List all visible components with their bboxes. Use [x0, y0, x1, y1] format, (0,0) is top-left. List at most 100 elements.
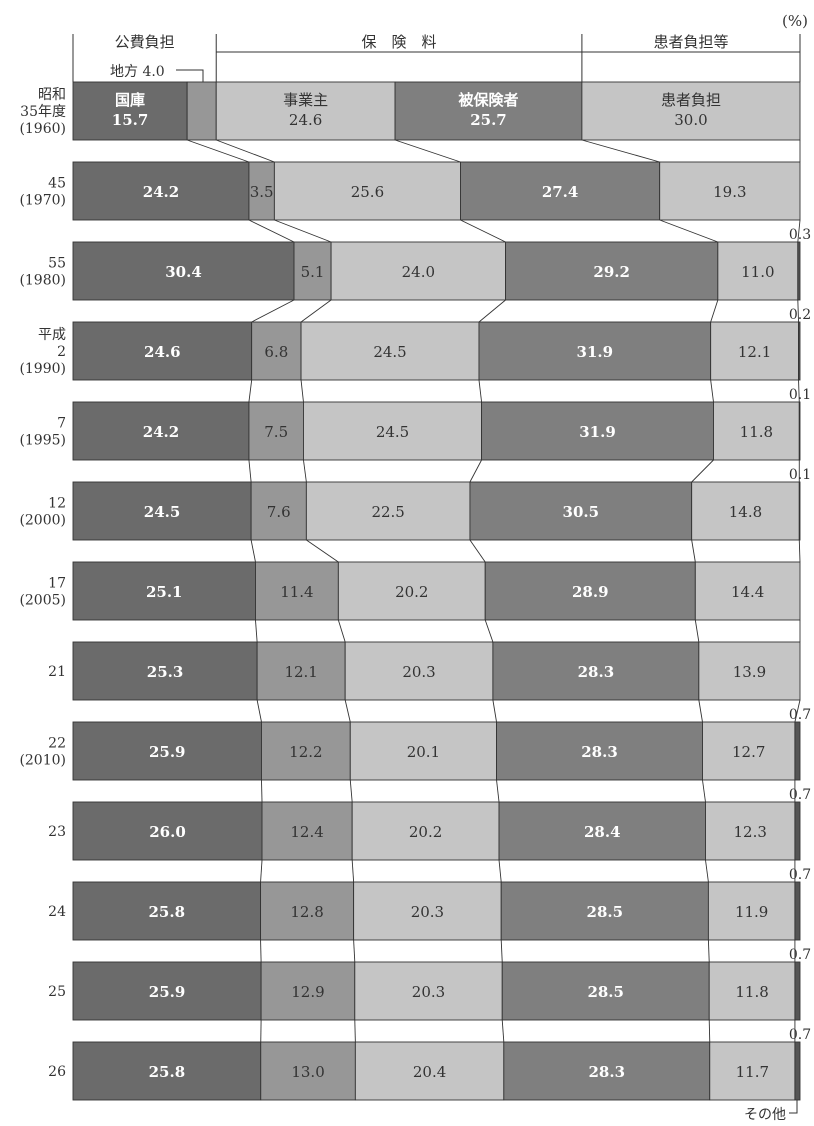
segment-value-label: 30.5	[563, 503, 600, 521]
bar-segment-chiho	[255, 561, 339, 621]
bar-segment-chiho	[248, 161, 275, 221]
bars: 国庫 15.7 事業主 24.6 被保険者 25.7 患者負担 30.0 24.2 3.5 25.6…	[72, 81, 801, 1101]
connector-line	[496, 779, 500, 803]
bar-segment-hihokensha	[505, 241, 719, 301]
bar-segment-jigyonushi	[354, 961, 503, 1021]
segment-value-label: 20.3	[402, 663, 435, 681]
bar-segment-hihokensha	[503, 1041, 711, 1101]
bar-segment-kanja	[709, 1041, 796, 1101]
bar-segment-sonota	[794, 961, 801, 1021]
bar-segment-sonota	[794, 801, 801, 861]
connector-line	[691, 539, 696, 563]
segment-value-label: 12.4	[290, 823, 323, 841]
header-group-label: 公費負担	[115, 33, 175, 51]
connector-line	[216, 139, 275, 163]
row-label: 35年度	[20, 104, 66, 120]
segment-value-label: 6.8	[264, 343, 288, 361]
connector-line	[694, 619, 700, 643]
segment-value-label: 19.3	[713, 183, 746, 201]
connector-line	[705, 859, 709, 883]
row-label: 平成	[38, 327, 66, 343]
bar-segment-chiho	[260, 961, 356, 1021]
connector-line	[351, 859, 355, 883]
bar-segment-hihokensha	[469, 481, 693, 541]
bar-segment-chiho	[261, 721, 351, 781]
bar-segment-jigyonushi	[215, 81, 396, 141]
bar-segment-kanja	[698, 641, 801, 701]
connector-line	[394, 139, 461, 163]
bar-segment-chiho	[260, 1041, 356, 1101]
bar-segment-kanja	[581, 81, 801, 141]
row-label: 26	[48, 1064, 66, 1080]
connector-line	[303, 459, 307, 483]
connector-line	[707, 939, 710, 963]
other-share-label: 0.2	[789, 307, 811, 323]
segment-value-label: 27.4	[542, 183, 579, 201]
connector-line	[300, 379, 304, 403]
other-share-label: 0.1	[789, 467, 811, 483]
connector-line	[349, 779, 353, 803]
bar-segment-kokko	[72, 561, 256, 621]
unit-label: (%)	[782, 12, 808, 30]
connector-line	[260, 859, 263, 883]
row-label: 17	[48, 576, 66, 592]
row-label: 23	[48, 824, 66, 840]
segment-value-label: 28.5	[587, 983, 624, 1001]
header-group-label: 患者負担等	[653, 33, 728, 51]
bar-segment-hihokensha	[501, 961, 710, 1021]
segment-value-label: 30.0	[674, 111, 707, 129]
connector-line	[260, 939, 262, 963]
connector-line	[498, 859, 502, 883]
row-label: (2005)	[19, 593, 66, 609]
segment-value-label: 25.9	[149, 743, 186, 761]
connector-line	[256, 699, 262, 723]
connector-line	[698, 699, 703, 723]
segment-value-label: 12.2	[289, 743, 322, 761]
local-note-leader	[176, 69, 204, 82]
row-label: 55	[48, 256, 66, 272]
connector-line	[798, 379, 800, 403]
connector-line	[797, 299, 799, 323]
connector-line	[255, 619, 258, 643]
bar-segment-hihokensha	[492, 641, 700, 701]
segment-value-label: 11.8	[735, 983, 768, 1001]
segment-connectors	[186, 139, 801, 1043]
bar-segment-kanja	[659, 161, 801, 221]
bar-segment-kokko	[72, 1041, 262, 1101]
bar-segment-sonota	[798, 481, 801, 541]
bar-segment-sonota	[794, 881, 801, 941]
bar-segment-jigyonushi	[330, 241, 507, 301]
connector-line	[248, 459, 252, 483]
segment-value-label: 12.8	[290, 903, 323, 921]
segment-value-label: 14.8	[729, 503, 762, 521]
connector-line	[344, 699, 351, 723]
bar-segment-sonota	[797, 241, 801, 301]
segment-value-label: 15.7	[112, 111, 149, 129]
bar-segment-kanja	[708, 961, 796, 1021]
segment-value-label: 26.0	[149, 823, 186, 841]
connector-line	[251, 299, 295, 323]
segment-value-label: 12.1	[738, 343, 771, 361]
bar-segment-jigyonushi	[353, 881, 502, 941]
other-share-label: 0.7	[789, 867, 811, 883]
segment-value-label: 13.0	[291, 1063, 324, 1081]
segment-value-label: 29.2	[593, 263, 630, 281]
segment-value-label: 25.8	[149, 903, 186, 921]
bar-segment-sonota	[794, 1041, 801, 1101]
connector-line	[702, 779, 706, 803]
segment-value-label: 31.9	[577, 343, 614, 361]
segment-value-label: 7.6	[267, 503, 291, 521]
connector-line	[691, 459, 714, 483]
segment-value-label: 11.9	[735, 903, 768, 921]
segment-value-label: 25.8	[149, 1063, 186, 1081]
bar-segment-kokko	[72, 81, 188, 141]
segment-name-label: 国庫	[115, 91, 145, 109]
bar-segment-chiho	[248, 401, 304, 461]
row-label: 2	[57, 344, 66, 360]
row-label: (2000)	[19, 513, 66, 529]
connector-line	[710, 379, 714, 403]
connector-line	[469, 539, 486, 563]
header-groups: 公費負担 保 険 料 患者負担等	[72, 33, 801, 82]
bar-segment-hihokensha	[481, 401, 714, 461]
